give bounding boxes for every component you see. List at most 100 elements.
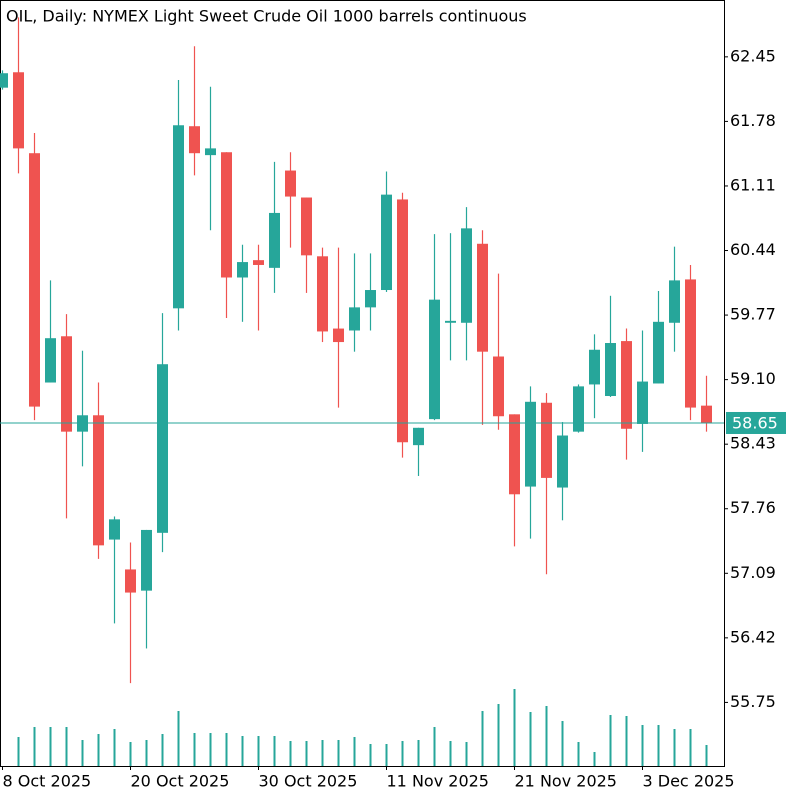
volume-bar xyxy=(385,744,388,766)
volume-bar xyxy=(513,689,516,766)
candle-body xyxy=(525,401,536,487)
volume-bar xyxy=(273,736,276,766)
volume-bar xyxy=(145,740,148,766)
candle-body xyxy=(157,364,168,533)
candle-body xyxy=(29,153,40,407)
y-tick-label: 56.42 xyxy=(730,627,776,646)
candle-body xyxy=(509,414,520,495)
candle-body xyxy=(189,126,200,154)
y-tick-label: 55.75 xyxy=(730,692,776,711)
candle-body xyxy=(397,199,408,443)
volume-bar xyxy=(465,742,468,766)
last-price-label: 58.65 xyxy=(732,413,778,432)
candle-body xyxy=(365,290,376,308)
candle-body xyxy=(221,152,232,278)
candle-body xyxy=(653,321,664,384)
volume-bar xyxy=(625,716,628,766)
volume-bar xyxy=(593,752,596,766)
volume-bar xyxy=(353,737,356,766)
candle-body xyxy=(381,194,392,291)
candle-body xyxy=(317,256,328,332)
y-tick-label: 59.77 xyxy=(730,305,776,324)
volume-bar xyxy=(177,711,180,766)
volume-bar xyxy=(305,741,308,766)
volume-bar xyxy=(161,734,164,766)
volume-bar xyxy=(81,740,84,766)
volume-bar xyxy=(193,733,196,766)
candle-body xyxy=(445,320,456,323)
volume-bar xyxy=(561,721,564,766)
volume-bar xyxy=(705,745,708,766)
volume-bar xyxy=(33,727,36,766)
volume-bar xyxy=(241,736,244,766)
volume-bar xyxy=(65,727,68,766)
plot-frame xyxy=(0,0,725,767)
x-tick-label: 3 Dec 2025 xyxy=(643,772,735,791)
y-tick-label: 59.10 xyxy=(730,369,776,388)
x-tick-label: 11 Nov 2025 xyxy=(387,772,489,791)
x-tick-label: 21 Nov 2025 xyxy=(515,772,617,791)
candle-body xyxy=(573,386,584,432)
candle-body xyxy=(669,280,680,323)
y-tick-label: 62.45 xyxy=(730,46,776,65)
volume-bar xyxy=(529,712,532,766)
volume-bar xyxy=(433,727,436,766)
candle-body xyxy=(413,427,424,446)
candle-body xyxy=(285,170,296,197)
volume-bar xyxy=(673,729,676,766)
volume-bar xyxy=(17,737,20,766)
volume-bar xyxy=(257,736,260,766)
candle-body xyxy=(61,336,72,432)
y-tick-label: 60.44 xyxy=(730,240,776,259)
candle-body xyxy=(253,260,264,265)
candle-body xyxy=(301,197,312,256)
volume-bar xyxy=(225,733,228,766)
x-tick-label: 30 Oct 2025 xyxy=(259,772,358,791)
volume-bar xyxy=(113,729,116,766)
candle-body xyxy=(605,343,616,397)
candle-body xyxy=(349,307,360,331)
y-tick-label: 57.09 xyxy=(730,563,776,582)
candle-body xyxy=(205,148,216,156)
volume-bar xyxy=(497,704,500,766)
candle-body xyxy=(429,299,440,420)
candle-body xyxy=(141,529,152,591)
candle-body xyxy=(125,569,136,593)
candle-body xyxy=(93,415,104,546)
volume-bar xyxy=(129,742,132,766)
volume-bar xyxy=(481,711,484,766)
candle-body xyxy=(685,279,696,408)
candle-body xyxy=(637,381,648,424)
volume-bar xyxy=(609,715,612,766)
candle-body xyxy=(237,262,248,278)
volume-bar xyxy=(401,741,404,766)
candle-body xyxy=(493,356,504,417)
y-tick-label: 61.11 xyxy=(730,175,776,194)
volume-bar xyxy=(321,740,324,766)
volume-bar xyxy=(209,733,212,766)
x-tick-label: 8 Oct 2025 xyxy=(3,772,92,791)
candle-body xyxy=(621,341,632,429)
volume-bar xyxy=(337,740,340,766)
volume-bar xyxy=(689,729,692,766)
chart-title: OIL, Daily: NYMEX Light Sweet Crude Oil … xyxy=(6,7,527,26)
volume-bar xyxy=(657,725,660,766)
candle-body xyxy=(0,73,8,88)
candle-body xyxy=(269,212,280,268)
x-tick-label: 20 Oct 2025 xyxy=(131,772,230,791)
candle-body xyxy=(109,519,120,540)
volume-bar xyxy=(417,740,420,766)
candle-body xyxy=(701,405,712,423)
y-tick-label: 58.43 xyxy=(730,434,776,453)
candle-body xyxy=(589,349,600,385)
volume-bar xyxy=(49,727,52,766)
candle-body xyxy=(557,435,568,488)
candle-body xyxy=(45,338,56,383)
volume-bar xyxy=(577,742,580,766)
candle-body xyxy=(173,125,184,309)
y-tick-label: 61.78 xyxy=(730,111,776,130)
volume-bar xyxy=(545,706,548,766)
volume-bar xyxy=(369,744,372,766)
volume-bar xyxy=(641,725,644,766)
